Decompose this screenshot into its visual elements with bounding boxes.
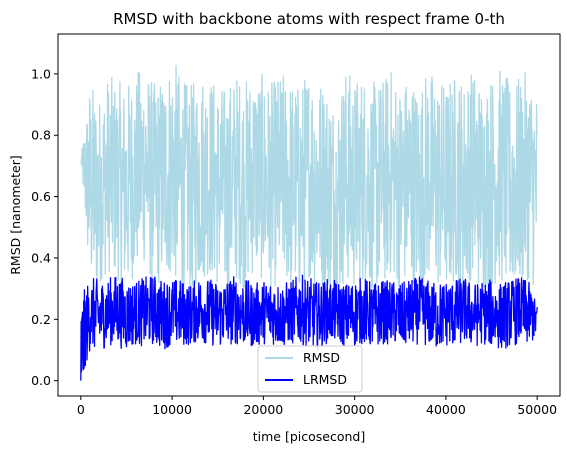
y-axis: 0.0 0.2 0.4 0.6 0.8 1.0 [31,66,58,388]
y-tick-label: 0.6 [31,189,51,204]
series-layer [80,65,538,381]
y-tick-label: 0.8 [31,128,51,143]
x-axis: 0 10000 20000 30000 40000 50000 [77,396,557,417]
x-tick-label: 50000 [517,402,557,417]
x-tick-label: 40000 [426,402,466,417]
x-tick-label: 0 [77,402,85,417]
plot-area-frame [57,33,561,397]
x-axis-label: time [picosecond] [253,429,365,444]
legend-label-lrmsd: LRMSD [303,372,347,387]
y-tick-label: 1.0 [31,66,51,81]
series-line-rmsd [80,65,538,296]
y-tick-label: 0.0 [31,373,51,388]
x-tick-label: 10000 [152,402,192,417]
y-axis-label: RMSD [nanometer] [8,155,23,275]
y-tick-label: 0.2 [31,312,51,327]
series-line-lrmsd [80,274,538,381]
legend: RMSD LRMSD [257,345,363,393]
y-tick-label: 0.4 [31,250,51,265]
chart-title: RMSD with backbone atoms with respect fr… [113,10,505,28]
legend-label-rmsd: RMSD [303,350,340,365]
x-tick-label: 30000 [335,402,375,417]
x-tick-label: 20000 [243,402,283,417]
